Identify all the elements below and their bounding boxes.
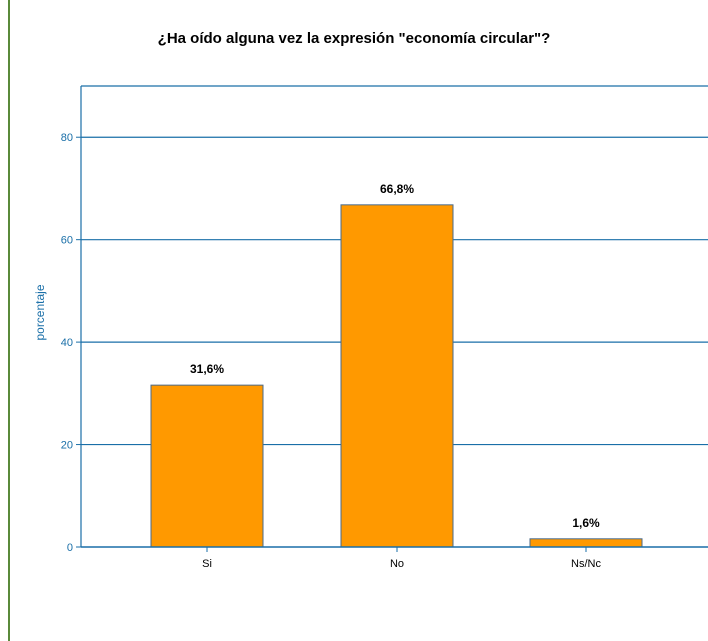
labels: 0 20 40 60 80 31,6% Si 66,8% No 1,6% Ns/Nc porcenta… (33, 132, 601, 570)
bar-no (340, 204, 454, 548)
chart-title: ¿Ha oído alguna vez la expresión "econom… (157, 30, 551, 47)
x-tick-label: Si (202, 558, 212, 570)
data-label: 31,6% (190, 362, 224, 376)
data-label: 66,8% (380, 182, 414, 196)
left-border-rule (8, 0, 10, 641)
bars (150, 204, 643, 548)
y-tick-label: 0 (67, 542, 73, 554)
x-tick-label: Ns/Nc (571, 558, 601, 570)
y-tick-label: 40 (61, 337, 73, 349)
axes (76, 85, 708, 552)
x-tick-label: No (390, 558, 404, 570)
bar-ns-nc (529, 538, 643, 548)
y-tick-label: 20 (61, 440, 73, 452)
y-tick-label: 60 (61, 235, 73, 247)
bar-si (150, 384, 264, 548)
y-tick-label: 80 (61, 132, 73, 144)
y-axis-label: porcentaje (33, 284, 47, 340)
data-label: 1,6% (572, 516, 600, 530)
